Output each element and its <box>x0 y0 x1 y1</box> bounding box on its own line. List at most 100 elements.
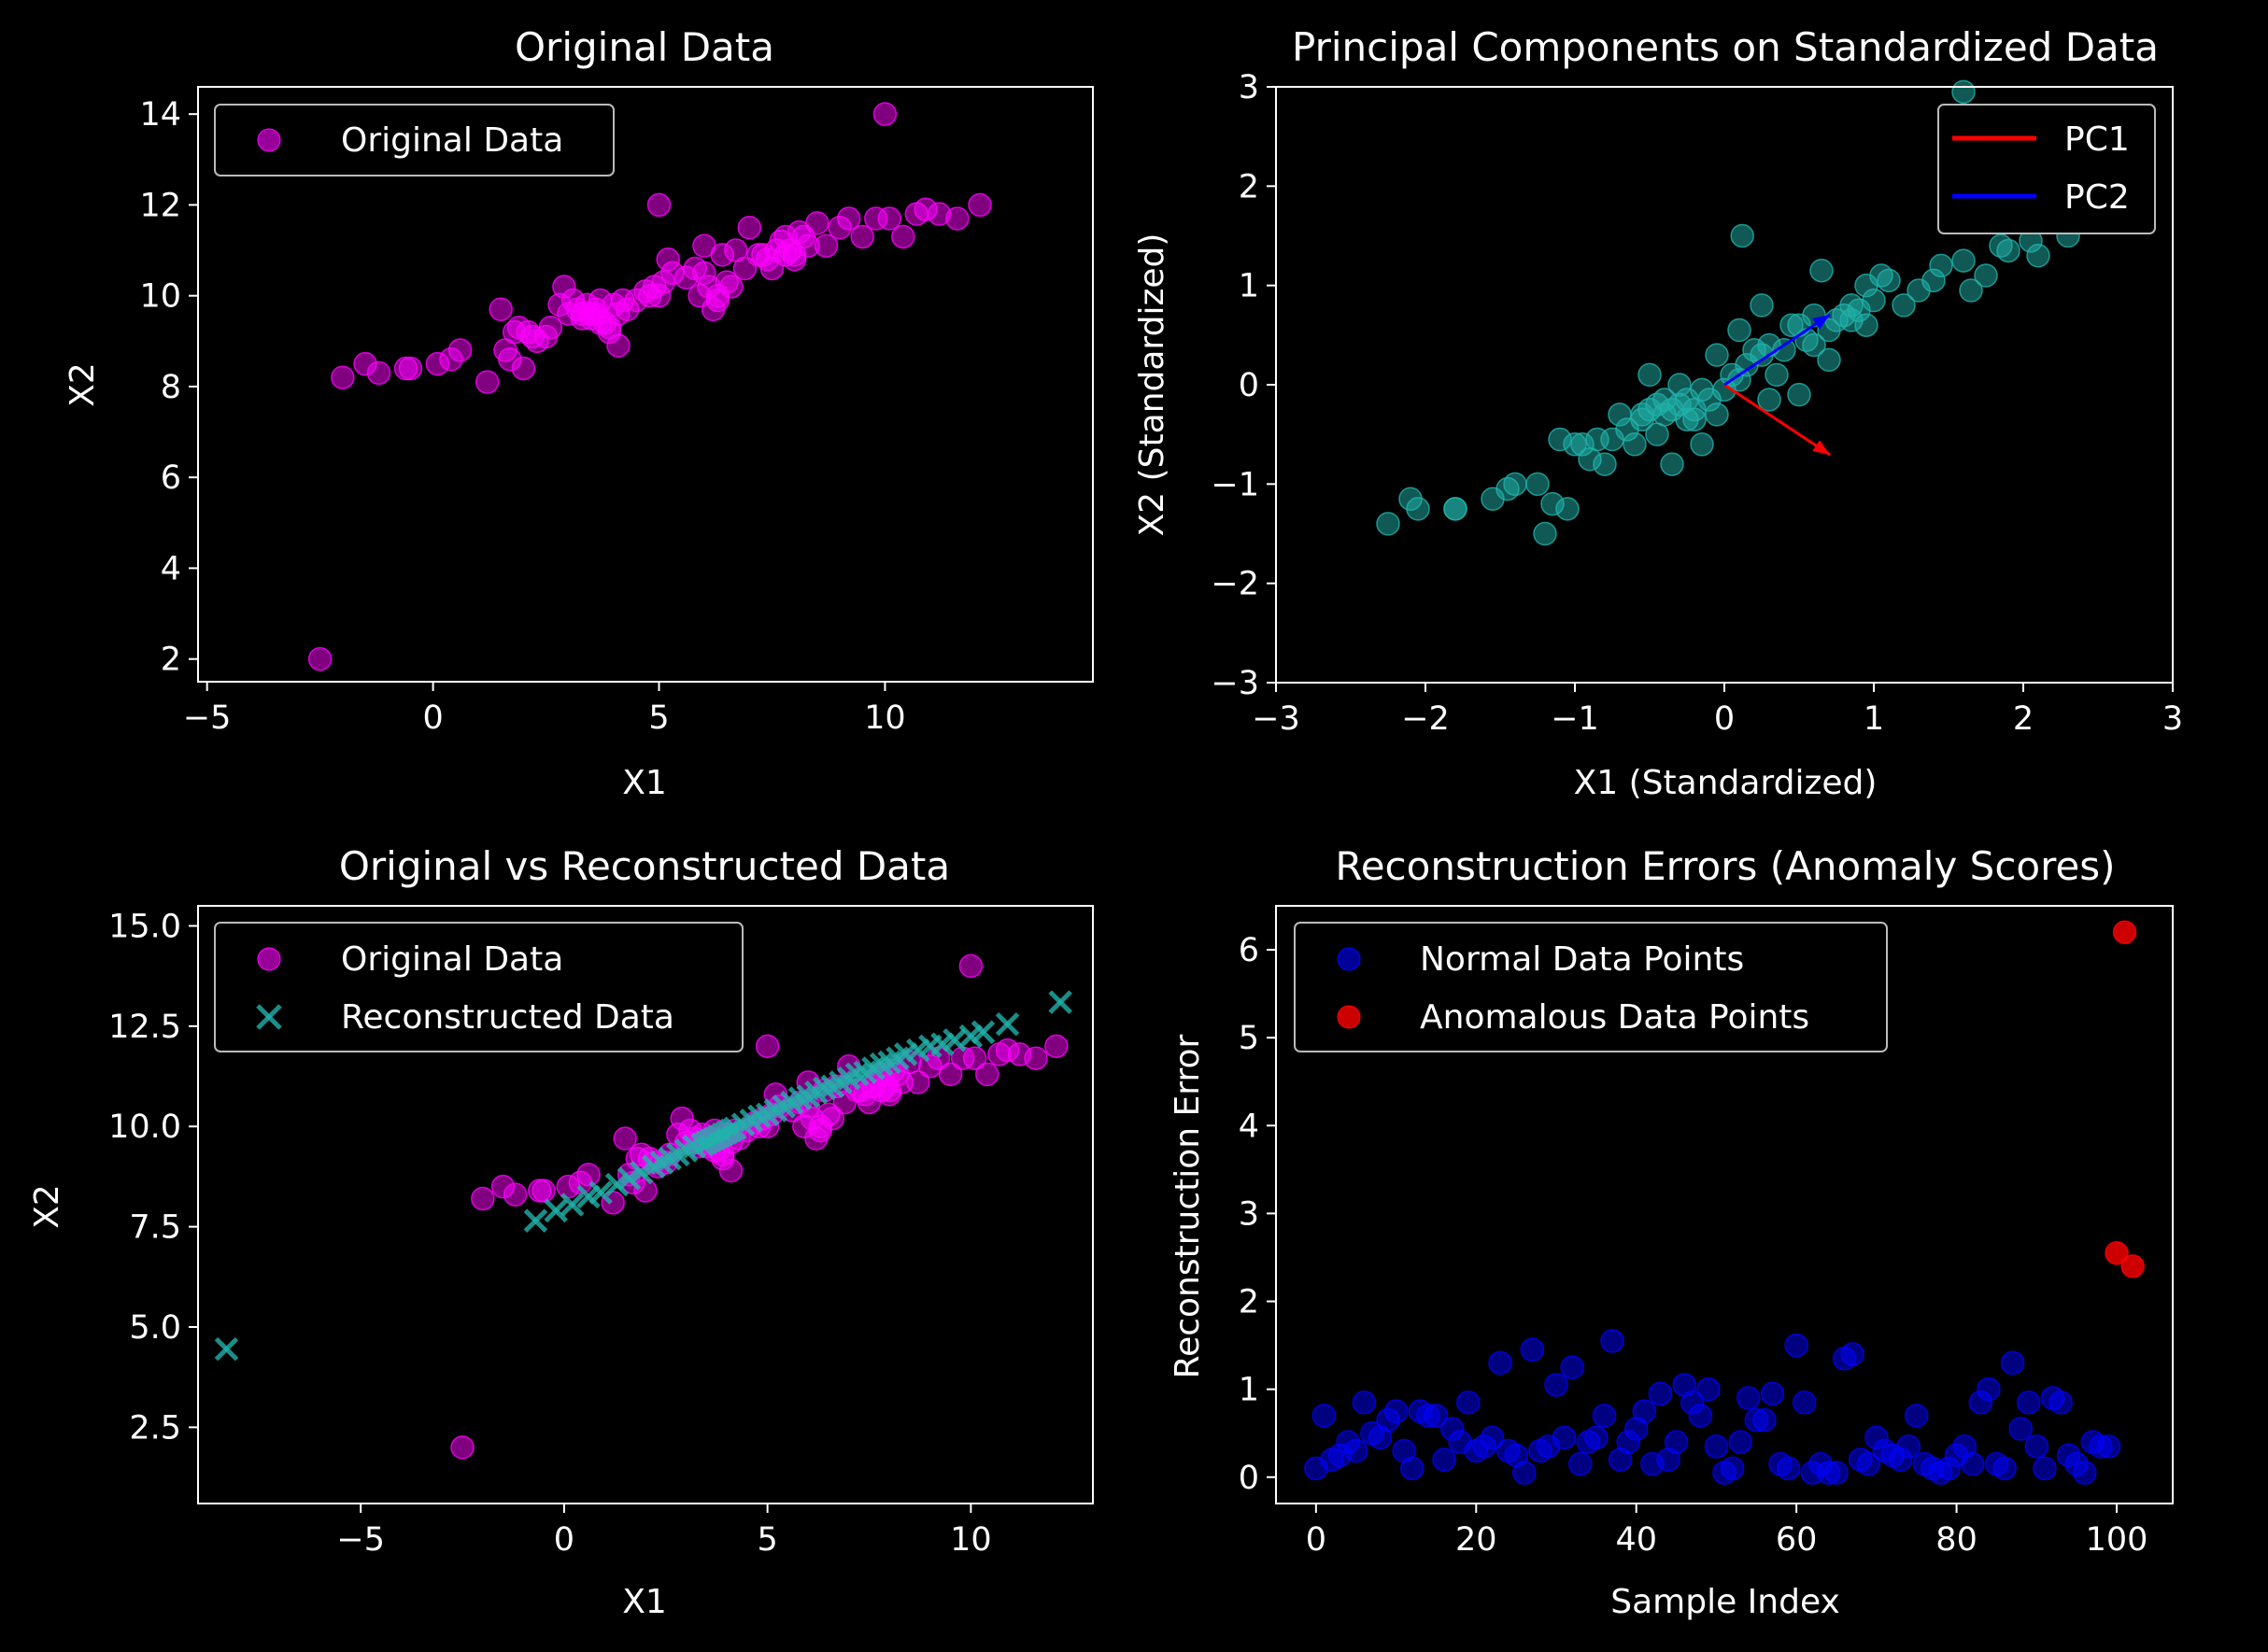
legend-marker-anomalous <box>1337 1005 1361 1029</box>
x-tick-label: 40 <box>1615 1521 1657 1559</box>
point-normal-data-points <box>1752 1407 1777 1433</box>
legend: Original Data <box>214 104 615 176</box>
point-normal-data-points <box>1399 1456 1425 1481</box>
point-reconstructed-data <box>787 1086 813 1110</box>
y-tick-label: 8 <box>161 369 181 406</box>
point-normal-data-points <box>1784 1333 1808 1358</box>
point-normal-data-points <box>1600 1329 1624 1353</box>
point-normal-data-points <box>1511 1461 1537 1485</box>
y-tick-label: 4 <box>1239 1108 1259 1145</box>
x-axis: −3 −2 −1 0 1 2 3 <box>1252 683 2183 738</box>
point-original-data <box>718 1158 744 1183</box>
point-original-data <box>638 283 662 308</box>
panel-original-data: Original Data −5 0 5 10 2 4 6 8 10 12 14 X1 X2 Or… <box>64 24 1094 802</box>
axes-frame <box>197 905 1094 1504</box>
point-normal-data-points <box>2096 1434 2121 1459</box>
point-normal-data-points <box>1584 1425 1609 1450</box>
point-original-data <box>447 338 473 362</box>
axes-frame <box>197 86 1094 683</box>
point-points <box>1862 288 1886 313</box>
point-original-data <box>1024 1046 1048 1070</box>
y-tick-label: −2 <box>1211 566 1259 603</box>
point-original-data <box>471 1186 495 1211</box>
point-normal-data-points <box>1856 1451 1881 1476</box>
point-original-data <box>850 224 874 249</box>
legend-label-pc2: PC2 <box>2064 178 2130 217</box>
point-points <box>1809 258 1834 283</box>
point-original-data <box>570 302 595 326</box>
y-tick-label: 2 <box>161 642 181 679</box>
point-points <box>1996 238 2020 263</box>
point-original-data <box>975 1062 999 1087</box>
point-original-data <box>877 1078 902 1103</box>
point-normal-data-points <box>1992 1456 2017 1481</box>
y-tick-label: −1 <box>1211 466 1259 503</box>
point-points <box>1951 248 1976 273</box>
point-original-data <box>511 356 536 381</box>
point-normal-data-points <box>1824 1461 1849 1485</box>
point-original-data <box>958 953 984 979</box>
panel-title: Original Data <box>515 24 774 70</box>
y-tick-label: 4 <box>161 550 181 587</box>
point-points <box>1854 313 1878 337</box>
point-normal-data-points <box>1632 1399 1657 1423</box>
point-normal-data-points <box>1455 1391 1481 1415</box>
point-original-data <box>755 1034 780 1059</box>
point-normal-data-points <box>1704 1434 1729 1459</box>
point-normal-data-points <box>1960 1451 1985 1476</box>
point-original-data <box>962 1046 987 1070</box>
y-axis-label: X2 <box>28 1184 66 1229</box>
point-normal-data-points <box>1792 1391 1817 1415</box>
point-reconstructed-data <box>747 1104 772 1129</box>
y-tick-label: 6 <box>161 459 181 497</box>
point-original-data <box>489 297 513 322</box>
point-points <box>1929 253 1953 278</box>
point-points <box>1630 402 1654 427</box>
point-original-data <box>1044 1034 1069 1059</box>
y-tick-label: 7.5 <box>129 1209 181 1247</box>
point-normal-data-points <box>1696 1377 1721 1402</box>
vector-pc2 <box>1723 313 1831 387</box>
legend-box <box>1294 922 1888 1052</box>
point-points <box>1750 293 1774 318</box>
x-tick-label: 100 <box>2086 1521 2148 1559</box>
panel-original-vs-reconstructed: Original vs Reconstructed Data −5 0 5 10 2.… <box>28 843 1094 1621</box>
point-reconstructed-data <box>617 1166 642 1191</box>
point-normal-data-points <box>1552 1425 1577 1450</box>
y-tick-label: 15.0 <box>108 908 181 945</box>
y-tick-label: 3 <box>1239 1195 1259 1233</box>
point-points <box>1817 347 1841 373</box>
point-points <box>1757 388 1781 412</box>
point-normal-data-points <box>1488 1350 1512 1376</box>
legend-marker-original-data <box>257 128 281 152</box>
point-normal-data-points <box>2072 1461 2097 1485</box>
point-normal-data-points <box>1904 1404 1929 1428</box>
point-normal-data-points <box>1720 1456 1745 1481</box>
point-original-data <box>606 333 631 358</box>
y-tick-label: 3 <box>1239 69 1259 106</box>
point-points <box>1730 223 1754 248</box>
x-tick-label: 1 <box>1864 700 1884 738</box>
x-tick-label: 0 <box>1306 1521 1326 1559</box>
y-tick-label: 5 <box>1239 1020 1259 1057</box>
point-normal-data-points <box>1424 1404 1449 1428</box>
point-original-data <box>719 275 744 299</box>
point-points <box>1533 521 1557 546</box>
point-normal-data-points <box>1311 1404 1337 1428</box>
y-tick-label: 14 <box>139 96 181 134</box>
point-normal-data-points <box>1383 1399 1409 1423</box>
vector-pc1 <box>1723 383 1831 457</box>
point-normal-data-points <box>1432 1447 1456 1472</box>
point-reconstructed-data <box>604 1172 630 1197</box>
x-tick-label: 60 <box>1776 1521 1818 1559</box>
panel-principal-components: Principal Components on Standardized Dat… <box>1133 24 2183 802</box>
point-normal-data-points <box>1544 1373 1568 1397</box>
point-normal-data-points <box>1776 1456 1801 1481</box>
y-axis: 0 1 2 3 4 5 6 <box>1239 932 1276 1497</box>
point-original-data <box>968 192 992 218</box>
point-normal-data-points <box>1567 1451 1593 1476</box>
y-tick-label: 12.5 <box>108 1009 181 1046</box>
x-tick-label: 5 <box>757 1521 777 1559</box>
point-reconstructed-data <box>1048 990 1072 1014</box>
point-original-data <box>805 211 829 235</box>
